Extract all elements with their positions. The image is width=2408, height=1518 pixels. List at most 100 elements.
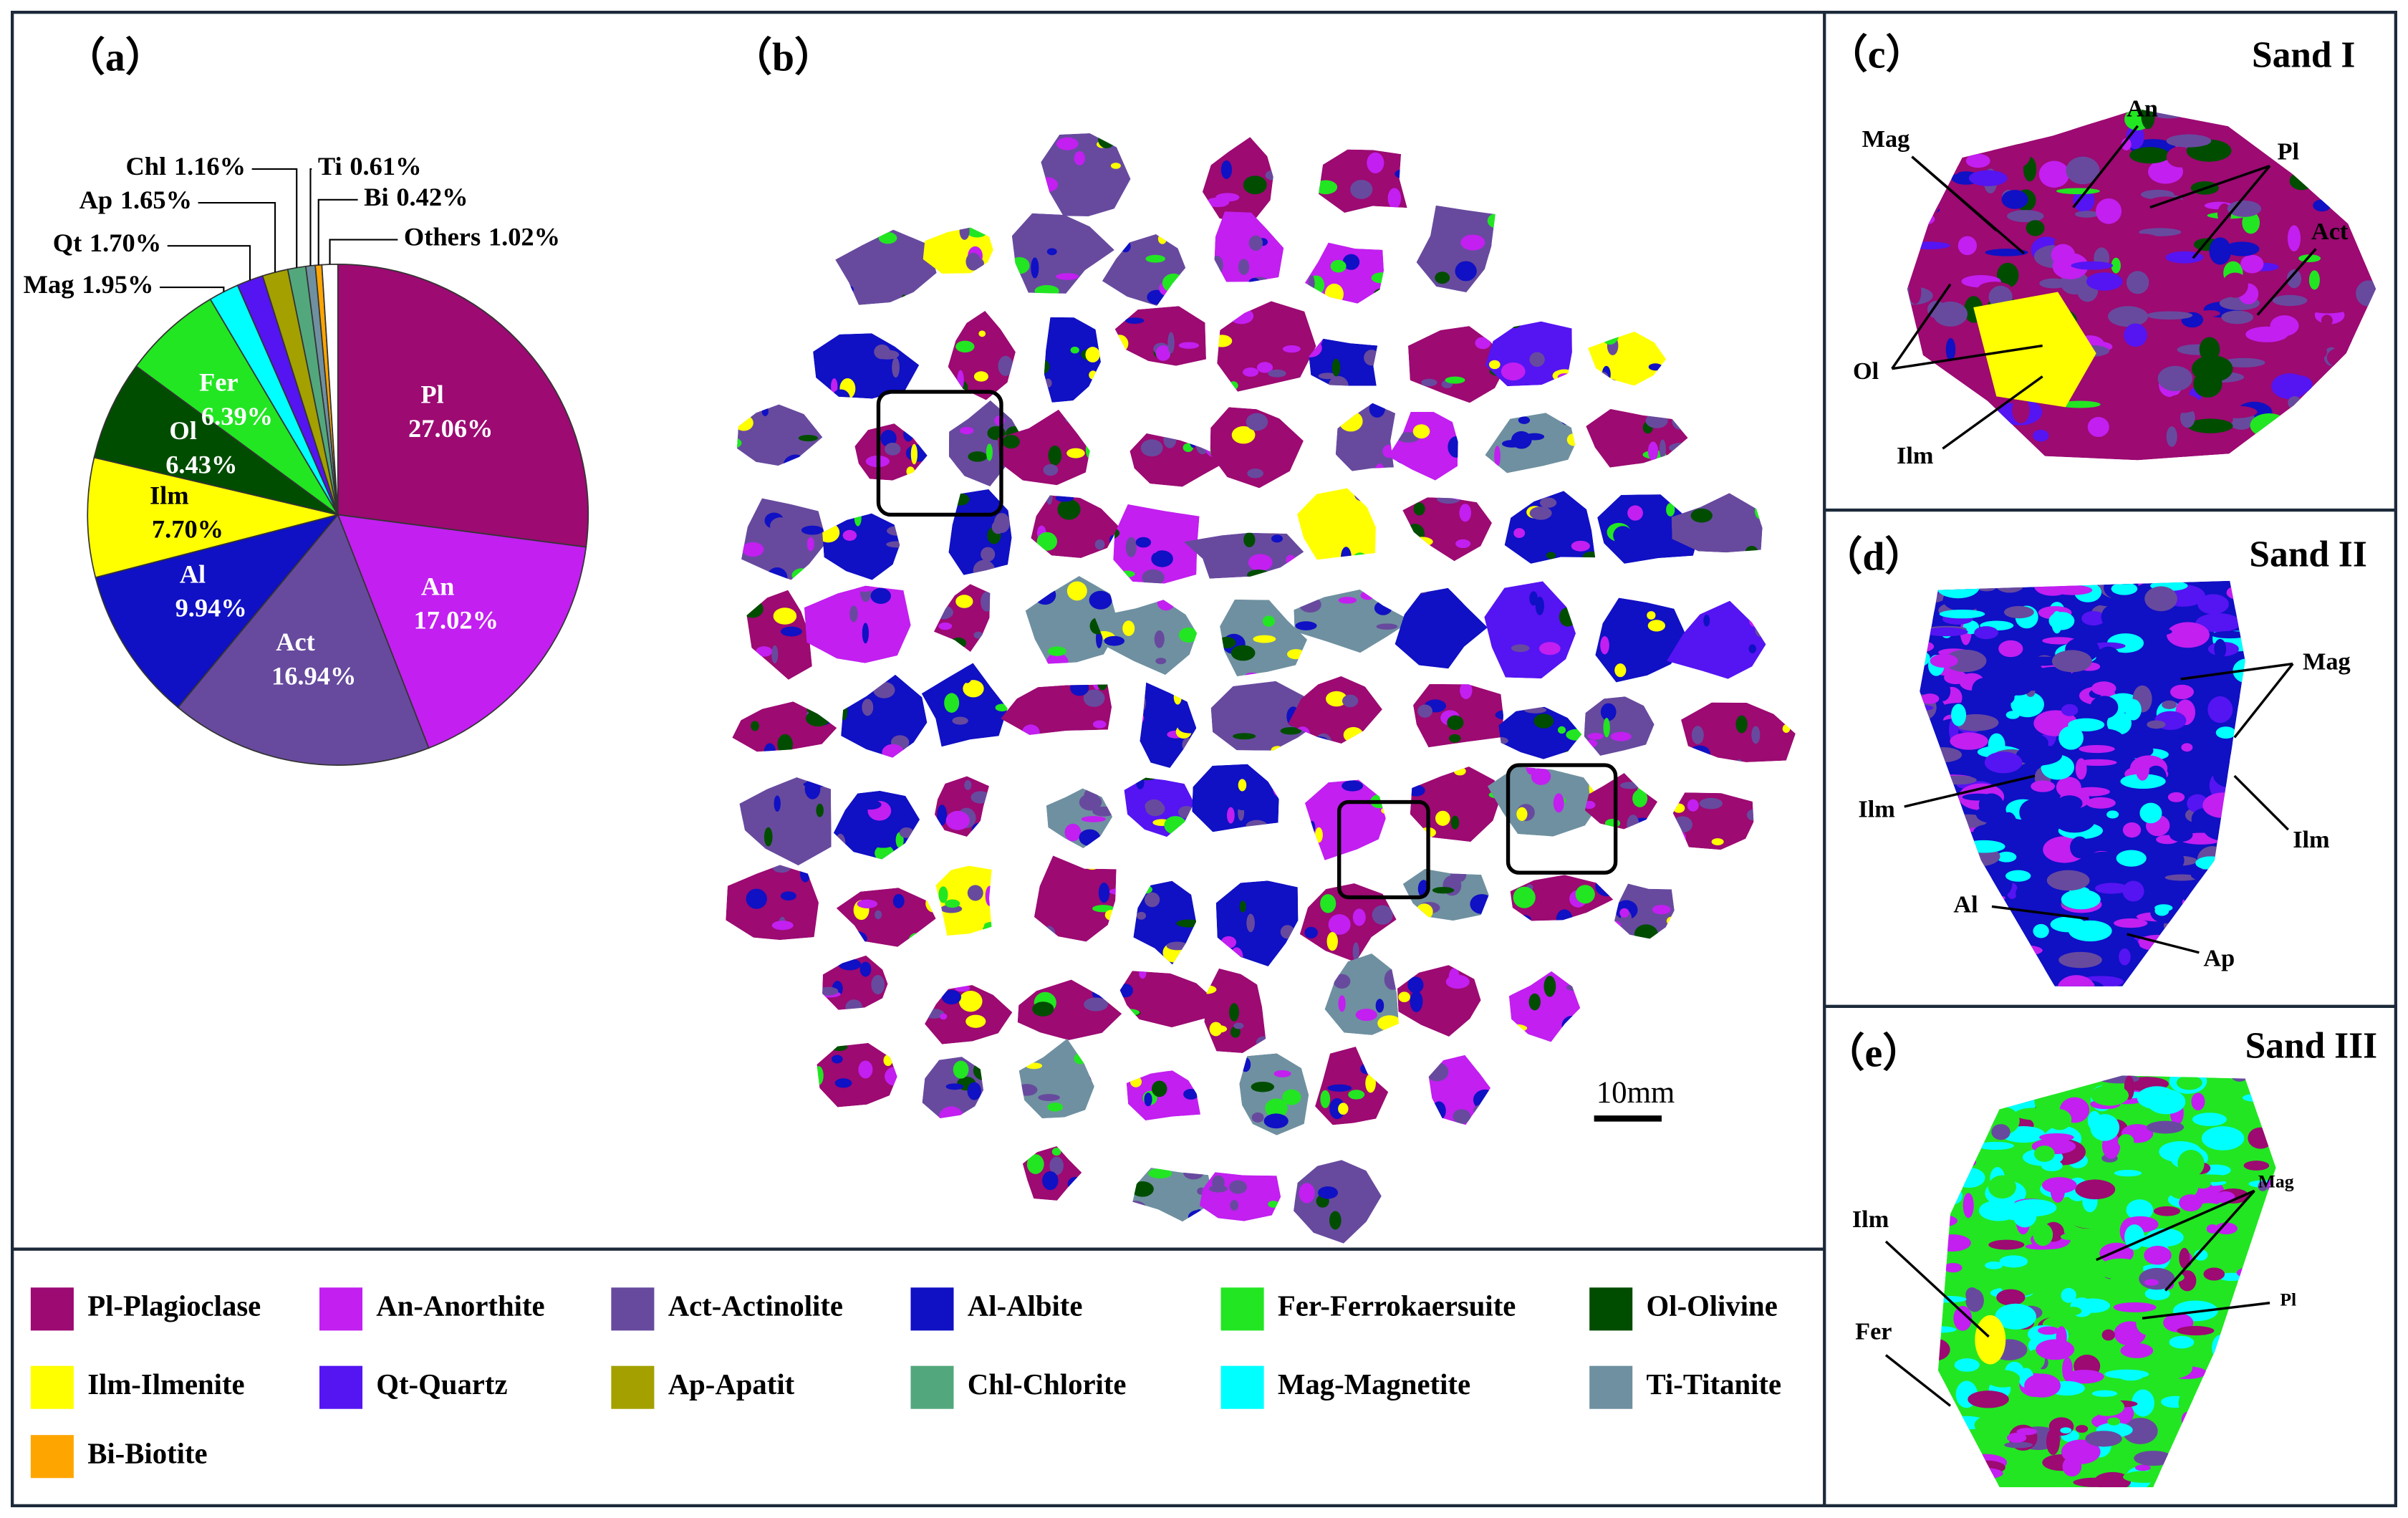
grain-speck	[1761, 702, 1783, 711]
map-speck	[1968, 170, 2008, 186]
map-speck	[1920, 966, 1925, 976]
grain	[1584, 696, 1655, 756]
grain-speck	[1011, 256, 1030, 274]
grain-speck	[1164, 816, 1187, 835]
grain-speck	[1475, 337, 1491, 350]
grain-speck	[1533, 714, 1554, 729]
map-speck	[1920, 640, 1935, 653]
grain-speck	[965, 1014, 986, 1028]
grain-speck	[764, 827, 773, 847]
map-speck	[2276, 1122, 2295, 1138]
grain-speck	[1195, 1209, 1203, 1222]
map-speck	[2056, 1326, 2067, 1348]
grain-speck	[1412, 424, 1430, 439]
arrow	[2256, 248, 2317, 316]
legend-swatch	[1589, 1365, 1633, 1409]
map-speck	[1998, 640, 2023, 658]
grain-speck	[1600, 635, 1609, 655]
legend-label: Ap-Apatit	[668, 1368, 795, 1401]
grain-speck	[1270, 407, 1280, 408]
map-speck	[1950, 1466, 1965, 1488]
map-speck	[2152, 1358, 2192, 1379]
grain-speck	[1229, 307, 1254, 325]
slice-value: 1.16%	[174, 152, 246, 181]
map-speck	[2288, 110, 2313, 120]
grain-speck	[1246, 413, 1268, 431]
grain-speck	[1032, 1001, 1054, 1017]
grain-body	[1113, 504, 1200, 584]
grain-speck	[1619, 782, 1640, 789]
map-speck	[2144, 1287, 2170, 1300]
grain	[1140, 682, 1197, 768]
map-speck	[2060, 1233, 2079, 1240]
grain-speck	[1338, 1103, 1349, 1115]
grain-speck	[844, 233, 852, 249]
pie-slice	[87, 456, 338, 579]
grain-body	[1044, 317, 1101, 403]
annotation: Al	[1953, 890, 1978, 918]
legend-label: An-Anorthite	[376, 1290, 544, 1322]
map-speck	[2205, 1374, 2235, 1391]
panel-tag: （c）	[1828, 32, 1925, 77]
arrow	[1884, 1354, 1952, 1407]
map-speck	[1947, 975, 1960, 986]
map-speck	[2191, 869, 2230, 882]
map-speck	[2091, 1390, 2118, 1397]
grain-speck	[1003, 389, 1010, 397]
grain-speck	[1339, 410, 1363, 432]
map-speck	[2187, 418, 2233, 433]
map-speck	[1999, 1255, 2028, 1268]
arrow	[2142, 1302, 2270, 1320]
arrow	[2233, 663, 2294, 739]
grain-speck	[1435, 272, 1450, 284]
map-speck	[1962, 840, 2005, 853]
grain-speck	[1157, 600, 1175, 611]
grain	[1597, 494, 1700, 564]
map-speck	[2202, 814, 2243, 841]
annotation: Mag	[2258, 1171, 2294, 1191]
grain-speck	[1064, 823, 1082, 842]
grain	[1288, 676, 1382, 744]
grain	[1614, 883, 1675, 939]
arrow	[1891, 283, 1952, 370]
grain-speck	[1405, 524, 1425, 544]
map-speck	[2031, 112, 2058, 138]
map-speck	[1985, 1370, 2021, 1388]
map-speck	[2007, 210, 2044, 223]
map-speck	[2056, 188, 2100, 195]
grain-speck	[1595, 876, 1614, 897]
map-speck	[2260, 1378, 2276, 1401]
map-speck	[1920, 869, 1924, 888]
grain-speck	[1265, 1216, 1278, 1221]
grain-speck	[1188, 1209, 1211, 1222]
map-speck	[2066, 156, 2100, 185]
slice-name: Ap	[80, 186, 113, 214]
map-speck	[2232, 822, 2245, 835]
map-speck	[2126, 1199, 2154, 1221]
grain-speck	[857, 661, 865, 663]
grain-speck	[937, 804, 948, 826]
grain-speck	[1215, 193, 1240, 202]
grain-body	[1387, 412, 1458, 481]
map-speck	[2195, 613, 2241, 633]
grain-speck	[834, 1078, 852, 1088]
map-speck	[2326, 347, 2359, 368]
grain-speck	[1214, 256, 1223, 275]
grain-speck	[1090, 169, 1099, 181]
map-speck	[2113, 1302, 2157, 1312]
grain-speck	[1333, 974, 1351, 989]
slice-name: Qt	[53, 229, 82, 258]
grain-speck	[832, 389, 850, 399]
grain-speck	[906, 466, 915, 477]
grain-speck	[1453, 1109, 1471, 1124]
panel-title: Sand I	[2252, 34, 2355, 75]
map-speck	[2024, 641, 2035, 659]
grain	[1294, 589, 1412, 653]
grain-speck	[1177, 719, 1197, 734]
grain-speck	[1460, 683, 1473, 699]
grain-speck	[1114, 925, 1117, 933]
legend-swatch	[1220, 1365, 1264, 1409]
grain-speck	[742, 542, 764, 557]
legend-label: Bi-Biotite	[87, 1438, 207, 1470]
grain-speck	[1343, 726, 1364, 743]
